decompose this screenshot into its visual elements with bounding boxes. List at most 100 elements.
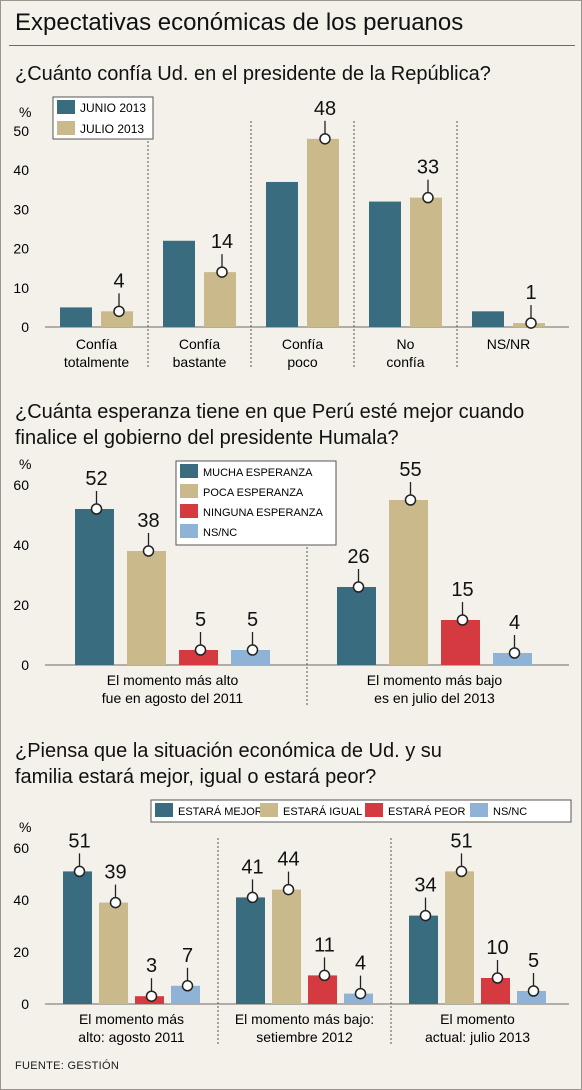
data-point-marker — [113, 305, 125, 318]
data-label: 15 — [451, 579, 473, 601]
legend-swatch-mucha-esperanza — [180, 464, 198, 478]
data-label: 33 — [417, 157, 439, 179]
data-point-marker — [145, 990, 158, 1002]
data-label: 14 — [211, 231, 233, 253]
legend-label: ESTARÁ MEJOR — [178, 805, 263, 818]
data-point-marker — [491, 972, 504, 984]
data-point-marker — [246, 644, 259, 656]
bar-julio-2013 — [101, 311, 133, 327]
bar-ns-nc — [231, 650, 270, 665]
data-point-marker — [319, 133, 331, 145]
legend-swatch-poca-esperanza — [180, 484, 198, 498]
category-label: El momento — [440, 1011, 515, 1027]
y-tick-label: 50 — [13, 123, 29, 139]
bar-mucha-esperanza — [337, 587, 376, 665]
legend-box — [150, 799, 572, 823]
bar-julio-2013 — [307, 138, 339, 327]
category-label: Confía — [282, 336, 323, 352]
legend-box — [175, 460, 337, 546]
data-label: 7 — [182, 945, 193, 967]
y-tick-label: 40 — [13, 892, 29, 908]
data-label: 1 — [525, 282, 536, 304]
data-label: 10 — [486, 937, 508, 959]
bar-ns-nc — [171, 985, 200, 1004]
category-label: es en julio del 2013 — [374, 690, 495, 706]
legend-label: ESTARÁ IGUAL — [283, 805, 362, 818]
legend-label: NS/NC — [493, 806, 527, 818]
bar-junio-2013 — [60, 307, 92, 327]
y-axis-label: % — [19, 456, 31, 472]
legend-label: NINGUNA ESPERANZA — [203, 507, 323, 519]
data-label: 4 — [509, 612, 520, 634]
bar-ns-nc — [517, 991, 546, 1004]
category-label: No — [397, 336, 415, 352]
y-tick-label: 10 — [13, 280, 29, 296]
y-tick-label: 40 — [13, 162, 29, 178]
chart1-trust-president: % 0 10 20 30 40 50 4 Confía totalmente 14 Confía bas… — [13, 96, 569, 370]
y-tick-label: 20 — [13, 944, 29, 960]
data-point-marker — [525, 317, 537, 329]
chart1-title: ¿Cuánto confía Ud. en el presidente de l… — [15, 63, 491, 85]
category-label: NS/NR — [487, 336, 531, 352]
legend-label: JULIO 2013 — [80, 122, 144, 136]
bar-estara-mejor — [236, 897, 265, 1004]
data-label: 26 — [347, 546, 369, 568]
chart3-family-economy: % 0 20 40 60 51 39 3 7 El momento más alto: agosto… — [13, 799, 572, 1045]
bar-mucha-esperanza — [75, 509, 114, 665]
y-tick-label: 60 — [13, 840, 29, 856]
legend-swatch-julio-2013 — [57, 121, 75, 135]
data-label: 11 — [314, 934, 335, 956]
bar-estara-igual — [272, 889, 301, 1004]
legend-label: NS/NC — [203, 527, 237, 539]
data-label: 4 — [113, 270, 124, 292]
y-tick-label: 20 — [13, 241, 29, 257]
data-point-marker — [354, 987, 367, 1000]
y-tick-label: 40 — [13, 537, 29, 553]
category-label: El momento más bajo — [367, 672, 503, 688]
category-label: El momento más alto — [107, 672, 239, 688]
category-label: totalmente — [64, 354, 130, 370]
bar-estara-igual — [99, 902, 128, 1004]
legend-swatch-ns-nc — [470, 803, 488, 817]
data-point-marker — [142, 545, 155, 557]
data-label: 55 — [399, 459, 421, 481]
data-label: 52 — [85, 468, 107, 490]
data-point-marker — [90, 503, 103, 515]
category-label: Confía — [76, 336, 117, 352]
bar-poca-esperanza — [389, 500, 428, 665]
data-point-marker — [109, 896, 122, 909]
bar-junio-2013 — [472, 311, 504, 327]
data-point-marker — [419, 909, 432, 922]
data-label: 38 — [137, 510, 159, 532]
legend-swatch-ninguna-esperanza — [180, 504, 198, 518]
data-label: 3 — [146, 955, 157, 977]
data-point-marker — [282, 883, 295, 896]
data-point-marker — [404, 494, 417, 506]
data-point-marker — [318, 969, 331, 982]
y-tick-label: 30 — [13, 201, 29, 217]
data-label: 48 — [314, 98, 336, 120]
y-axis-label: % — [19, 819, 31, 835]
bar-ninguna-esperanza — [179, 650, 218, 665]
bar-junio-2013 — [163, 240, 195, 327]
data-label: 39 — [104, 862, 126, 884]
bar-junio-2013 — [266, 181, 298, 327]
data-point-marker — [422, 191, 434, 204]
category-label: fue en agosto del 2011 — [102, 690, 244, 706]
legend-swatch-junio-2013 — [57, 100, 75, 114]
chart3-title: ¿Piensa que la situación económica de Ud… — [15, 740, 442, 788]
data-point-marker — [73, 865, 86, 878]
source-note: FUENTE: GESTIÓN — [15, 1060, 120, 1072]
legend-swatch-estara-igual — [260, 803, 278, 817]
data-label: 5 — [247, 609, 258, 631]
data-label: 44 — [277, 849, 299, 871]
data-label: 41 — [241, 856, 263, 878]
bar-poca-esperanza — [127, 551, 166, 665]
data-point-marker — [456, 614, 469, 626]
title-divider — [9, 45, 575, 46]
data-label: 5 — [528, 950, 539, 972]
category-label: poco — [287, 354, 318, 370]
data-label: 51 — [68, 830, 90, 852]
